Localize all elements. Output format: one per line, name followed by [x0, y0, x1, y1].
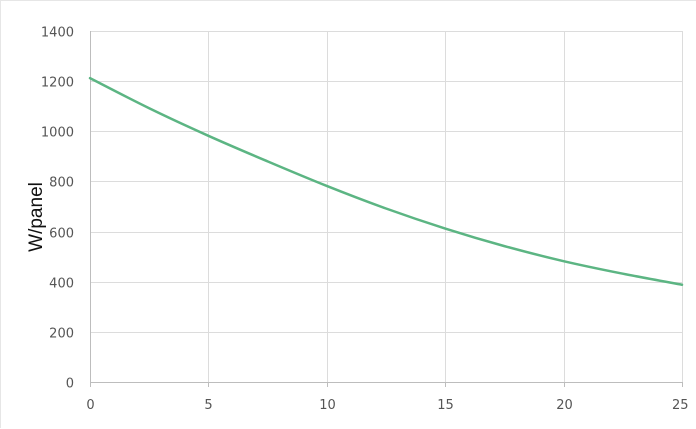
x-tick-label: 20: [556, 398, 573, 413]
series-line: [88, 76, 684, 286]
y-axis-title: W/panel: [26, 182, 47, 252]
y-tick-label: 800: [49, 176, 74, 191]
y-tick-label: 1200: [41, 76, 74, 91]
y-tick-label: 1400: [41, 26, 74, 41]
y-tick-label: 600: [49, 227, 74, 242]
y-axis-title-group: W/panel: [26, 182, 47, 252]
x-tick-label: 15: [437, 398, 454, 413]
x-tick-label: 5: [204, 398, 212, 413]
grid: [90, 31, 683, 382]
y-tick-label: 0: [66, 377, 74, 392]
axes: 0 200 400 600 800 1000 1200 1400 0 5 10 15 20 25: [41, 26, 689, 414]
y-tick-label: 400: [49, 277, 74, 292]
y-tick-label: 200: [49, 327, 74, 342]
x-tick-label: 10: [319, 398, 336, 413]
y-tick-label: 1000: [41, 126, 74, 141]
x-tick-label: 25: [672, 398, 689, 413]
series-layer: [88, 76, 684, 286]
x-tick-label: 0: [86, 398, 94, 413]
